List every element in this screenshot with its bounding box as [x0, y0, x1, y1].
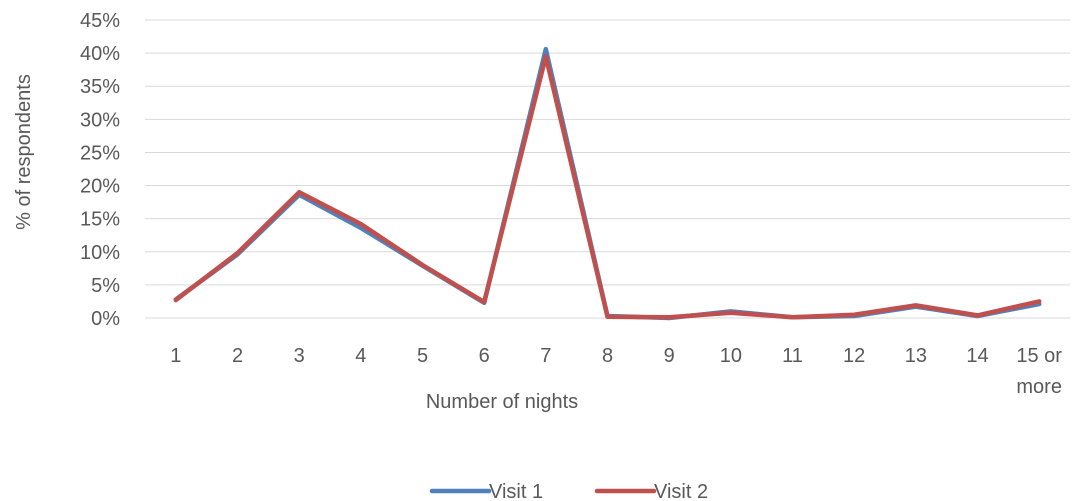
y-tick-label: 25%: [80, 142, 120, 164]
y-tick-label: 30%: [80, 109, 120, 131]
legend: Visit 1 Visit 2: [429, 481, 708, 501]
grid-lines: [145, 19, 1070, 319]
x-tick-label: 11: [782, 345, 803, 367]
y-tick-label: 35%: [80, 76, 120, 98]
x-tick-label: 12: [843, 345, 865, 367]
x-tick-label: 4: [355, 345, 366, 367]
x-tick-labels: 1 2 3 4 5 6 7 8 9 10 11 12 13 14 15 or more: [170, 345, 1062, 398]
y-tick-label: 10%: [80, 242, 120, 264]
y-tick-label: 45%: [80, 10, 120, 32]
x-axis-title: Number of nights: [426, 391, 578, 413]
x-tick-label: 9: [664, 345, 675, 367]
x-tick-label: 7: [540, 345, 551, 367]
x-tick-label: 5: [417, 345, 428, 367]
legend-label: Visit 1: [489, 481, 543, 501]
y-axis-title: % of respondents: [13, 74, 35, 230]
y-tick-label: 15%: [80, 209, 120, 231]
y-tick-label: 40%: [80, 43, 120, 65]
y-tick-labels: 0% 5% 10% 15% 20% 25% 30% 35% 40% 45%: [80, 10, 120, 330]
series-line-1: [173, 46, 1042, 321]
x-tick-label: 3: [294, 345, 305, 367]
x-tick-label: 6: [479, 345, 490, 367]
x-tick-label: 8: [602, 345, 613, 367]
x-tick-label: 10: [720, 345, 742, 367]
x-tick-label: 1: [170, 345, 181, 367]
x-tick-label: 2: [232, 345, 243, 367]
y-tick-label: 5%: [91, 275, 120, 297]
x-tick-label: 13: [905, 345, 927, 367]
y-tick-label: 20%: [80, 176, 120, 198]
x-tick-label: 14: [966, 345, 988, 367]
legend-label: Visit 2: [654, 481, 708, 501]
series-line-2: [173, 54, 1042, 320]
x-tick-label: 15 or more: [1016, 345, 1062, 398]
y-tick-label: 0%: [91, 308, 120, 330]
series-lines: [173, 46, 1042, 321]
